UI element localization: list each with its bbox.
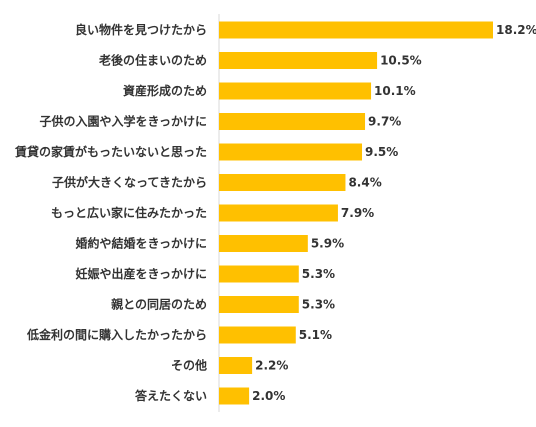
category-label: 賃貸の家賃がもったいないと思った [14,144,207,159]
bar [219,82,372,100]
bar [219,235,308,252]
category-label: 子供が大きくなってきたから [52,175,207,190]
bar [219,265,299,283]
value-labels-group: 18.2% 10.5% 10.1% 9.7% 9.5% 8.4% 7.9% 5.9% 5.3% 5… [252,23,536,403]
category-label: その他 [171,358,207,373]
value-label: 10.5% [380,54,422,68]
value-label: 7.9% [341,206,374,220]
bar [219,204,338,222]
category-label: 婚約や結婚をきっかけに [75,236,207,251]
value-label: 2.0% [252,389,285,403]
category-label: 資産形成のため [123,83,207,98]
bar [219,21,493,39]
value-label: 8.4% [348,176,381,190]
bar [219,357,253,374]
category-label: 妊娠や出産をきっかけに [75,266,207,281]
value-label: 10.1% [374,84,416,98]
category-label: 良い物件を見つけたから [75,22,207,37]
category-label: 子供の入園や入学をきっかけに [39,114,207,129]
value-label: 5.1% [299,328,332,342]
value-label: 9.5% [365,145,398,159]
value-label: 2.2% [255,359,288,373]
bar [219,143,363,161]
category-label: もっと広い家に住みたかった [51,205,207,220]
bar [219,387,250,405]
category-label: 答えたくない [135,388,207,403]
value-label: 18.2% [496,23,536,37]
value-label: 5.3% [302,267,335,281]
category-label: 低金利の間に購入したかったから [26,327,207,342]
bar [219,326,296,344]
category-labels-group: 良い物件を見つけたから老後の住まいのため資産形成のため子供の入園や入学をきっかけ… [14,22,207,403]
bars-group [219,21,493,405]
bar [219,296,299,313]
bar [219,113,366,130]
value-label: 9.7% [368,115,401,129]
value-label: 5.3% [302,298,335,312]
value-label: 5.9% [311,237,344,251]
category-label: 親との同居のため [111,297,207,312]
bar [219,52,378,69]
category-label: 老後の住まいのため [99,53,207,68]
bar [219,174,346,191]
